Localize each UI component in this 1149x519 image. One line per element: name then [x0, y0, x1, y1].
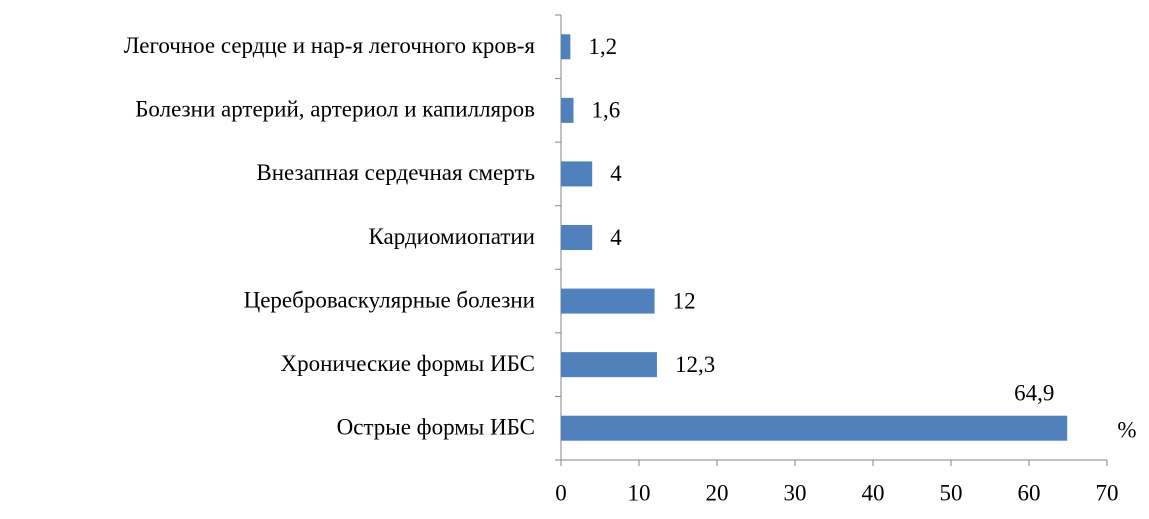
- bar: [561, 352, 657, 378]
- value-label: 4: [610, 225, 622, 250]
- value-label: 64,9: [1014, 380, 1054, 405]
- value-label: 12: [673, 288, 696, 313]
- bar: [561, 97, 574, 123]
- x-tick-label: 10: [628, 480, 651, 505]
- bar: [561, 415, 1068, 441]
- x-tick-label: 50: [940, 480, 963, 505]
- x-axis-label: %: [1117, 417, 1136, 442]
- y-tick-label: Внезапная сердечная смерть: [256, 160, 535, 185]
- bar: [561, 288, 655, 314]
- x-tick-label: 20: [706, 480, 729, 505]
- x-tick-label: 60: [1018, 480, 1041, 505]
- y-tick-label: Острые формы ИБС: [337, 414, 535, 439]
- y-tick-label: Хронические формы ИБС: [280, 351, 535, 376]
- y-tick-label: Легочное сердце и нар-я легочного кров-я: [124, 33, 536, 58]
- value-label: 12,3: [675, 352, 715, 377]
- y-tick-label: Болезни артерий, артериол и капилляров: [135, 97, 535, 122]
- value-label: 4: [610, 161, 622, 186]
- bar: [561, 34, 571, 60]
- x-tick-label: 70: [1096, 480, 1119, 505]
- bar: [561, 225, 593, 250]
- x-tick-label: 40: [862, 480, 885, 505]
- y-tick-label: Кардиомиопатии: [369, 224, 535, 249]
- x-tick-label: 0: [555, 480, 567, 505]
- bar: [561, 161, 593, 187]
- x-tick-label: 30: [784, 480, 807, 505]
- value-label: 1,2: [588, 34, 617, 59]
- value-label: 1,6: [591, 98, 620, 123]
- y-tick-label: Цереброваскулярные болезни: [244, 287, 535, 312]
